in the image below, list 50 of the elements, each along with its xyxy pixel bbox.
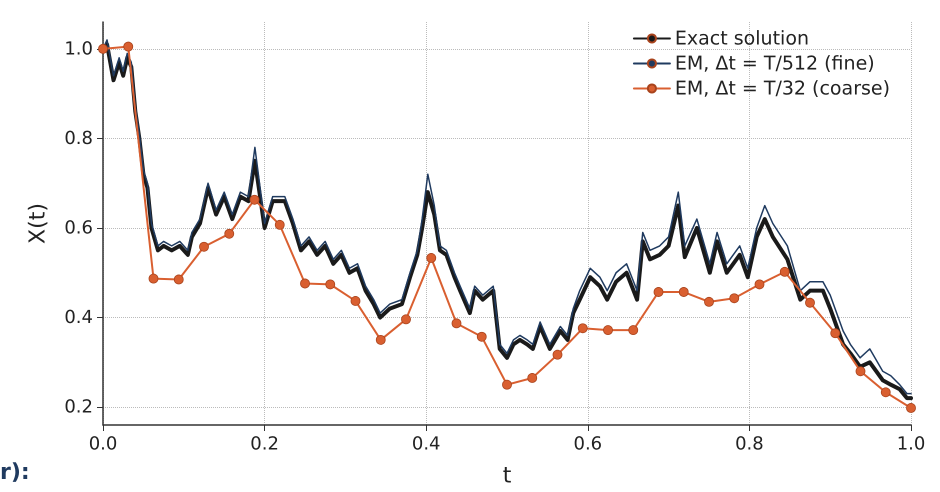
point	[805, 298, 815, 308]
point	[148, 274, 158, 284]
y-tick-label: 0.4	[64, 307, 93, 328]
point	[174, 274, 184, 284]
point	[350, 296, 360, 306]
point	[704, 296, 714, 307]
point	[780, 266, 790, 277]
text: r):	[0, 460, 30, 485]
point	[274, 220, 285, 230]
point	[250, 194, 260, 205]
x-tick-label: 0.0	[88, 434, 118, 454]
x-axis-title: t	[502, 464, 512, 488]
legend-label: EM, Δt = T/512 (fine)	[674, 52, 875, 74]
y-tick-label: 0.2	[64, 396, 93, 418]
point	[452, 318, 462, 328]
point	[729, 293, 740, 304]
point	[552, 350, 562, 360]
point	[98, 44, 108, 54]
point	[754, 280, 764, 290]
point	[527, 373, 538, 383]
y-tick-label: 0.8	[64, 128, 93, 149]
y-axis-title: X(t)	[26, 203, 50, 244]
point	[628, 325, 638, 335]
legend-label: Exact solution	[674, 28, 809, 50]
point	[325, 280, 336, 290]
point	[603, 325, 613, 335]
x-tick-label: 0.8	[735, 434, 764, 454]
point	[300, 278, 310, 288]
point	[123, 42, 134, 52]
point	[401, 314, 411, 324]
point	[502, 380, 512, 390]
point	[906, 403, 916, 413]
point	[678, 287, 689, 297]
point	[376, 335, 386, 345]
point	[199, 242, 209, 252]
y-tick-label: 1.0	[64, 38, 93, 60]
point	[476, 332, 487, 342]
point	[224, 228, 234, 239]
x-tick-label: 1.0	[896, 434, 926, 454]
x-tick-label: 0.4	[412, 434, 441, 454]
point	[880, 387, 891, 398]
point	[830, 328, 840, 338]
point	[578, 323, 588, 334]
point	[654, 287, 664, 297]
x-tick-label: 0.6	[573, 434, 602, 454]
point	[856, 366, 866, 376]
y-tick-label: 0.6	[64, 217, 93, 238]
x-tick-label: 0.2	[250, 434, 279, 454]
legend-label: EM, Δt = T/32 (coarse)	[674, 78, 890, 100]
point	[426, 253, 436, 263]
